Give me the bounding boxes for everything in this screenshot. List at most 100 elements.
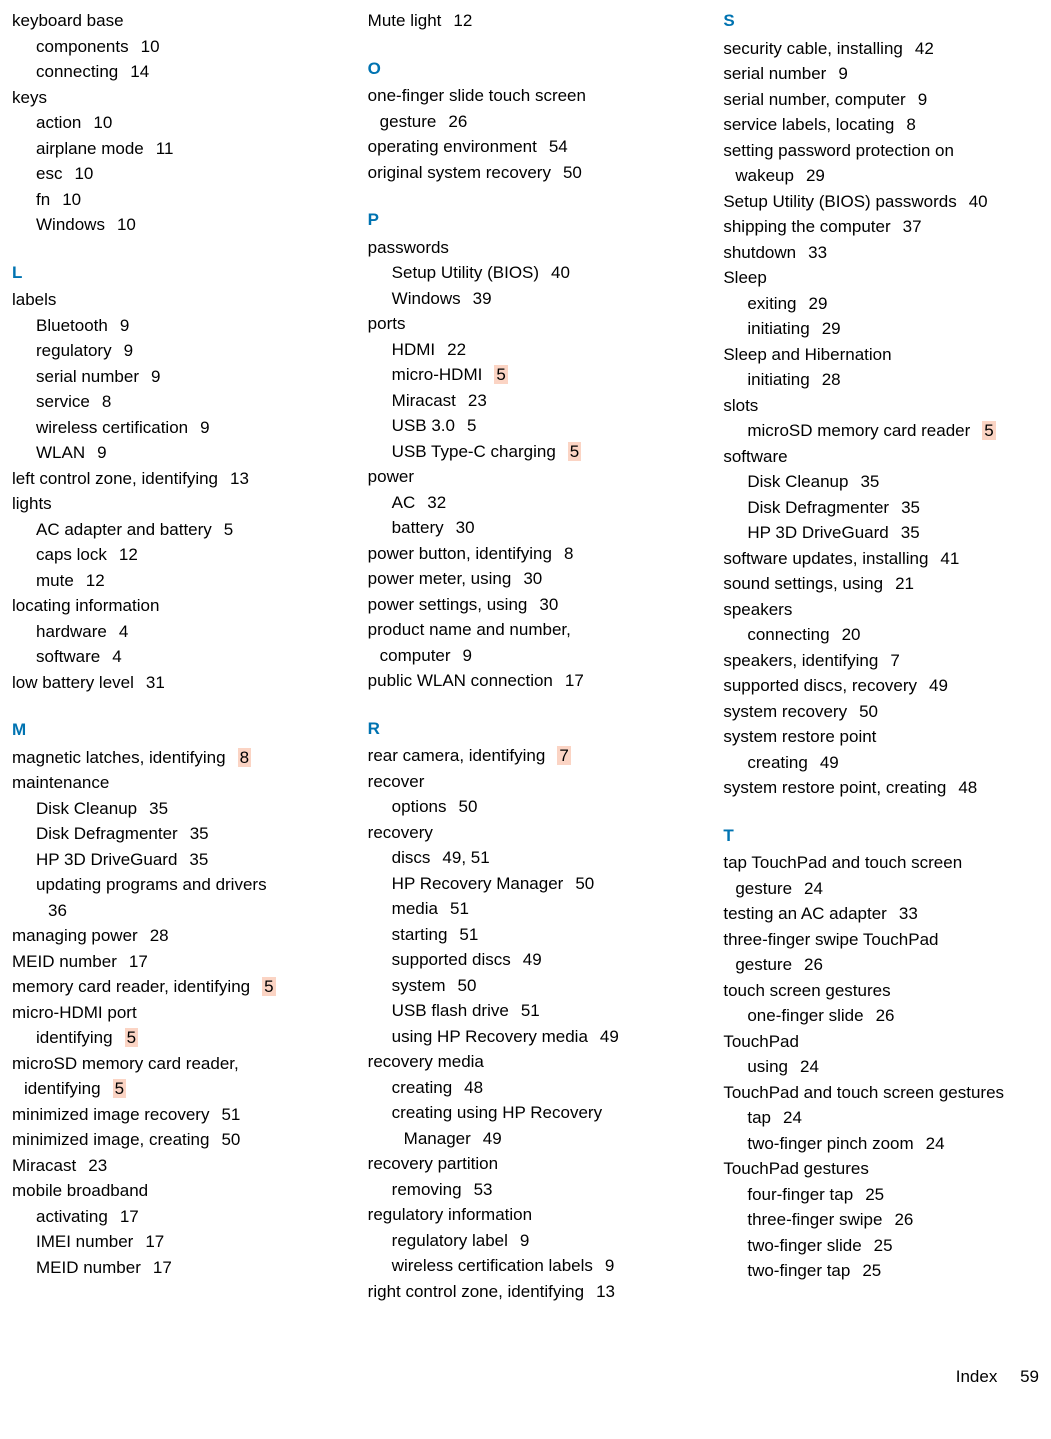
index-entry: supported discs, recovery49 (723, 673, 1039, 699)
index-entry: Disk Cleanup35 (12, 796, 328, 822)
entry-text: setting password protection on (723, 141, 954, 160)
entry-text: identifying (36, 1028, 113, 1047)
entry-page: 29 (808, 294, 827, 313)
index-entry: creating49 (723, 750, 1039, 776)
entry-page: 17 (145, 1232, 164, 1251)
entry-text: public WLAN connection (368, 671, 553, 690)
index-column-3: Ssecurity cable, installing42serial numb… (723, 8, 1039, 1304)
index-entry: serial number9 (12, 364, 328, 390)
index-entry: esc10 (12, 161, 328, 187)
entry-text: Disk Cleanup (36, 799, 137, 818)
index-entry: TouchPad and touch screen gestures (723, 1080, 1039, 1106)
entry-text: TouchPad and touch screen gestures (723, 1083, 1004, 1102)
entry-text: two-finger slide (747, 1236, 861, 1255)
entry-text: labels (12, 290, 56, 309)
index-entry: system restore point (723, 724, 1039, 750)
entry-text: Disk Defragmenter (747, 498, 889, 517)
entry-page: 28 (150, 926, 169, 945)
entry-page: 9 (151, 367, 160, 386)
entry-page: 9 (97, 443, 106, 462)
entry-page: 9 (918, 90, 927, 109)
index-entry: AC32 (368, 490, 684, 516)
entry-text: original system recovery (368, 163, 551, 182)
entry-text: Setup Utility (BIOS) passwords (723, 192, 956, 211)
index-entry: serial number, computer9 (723, 87, 1039, 113)
entry-page: 35 (860, 472, 879, 491)
entry-page: 5 (125, 1028, 138, 1047)
entry-page: 20 (842, 625, 861, 644)
index-entry: activating17 (12, 1204, 328, 1230)
entry-page: 9 (838, 64, 847, 83)
index-entry: system50 (368, 973, 684, 999)
index-entry: touch screen gestures (723, 978, 1039, 1004)
entry-text: four-finger tap (747, 1185, 853, 1204)
entry-text: TouchPad (723, 1032, 799, 1051)
index-entry: micro-HDMI5 (368, 362, 684, 388)
entry-text: HP 3D DriveGuard (36, 850, 177, 869)
index-entry: identifying 5 (12, 1025, 328, 1051)
entry-text: recovery (368, 823, 433, 842)
entry-page: 48 (958, 778, 977, 797)
index-entry: memory card reader, identifying5 (12, 974, 328, 1000)
footer-page: 59 (1020, 1367, 1039, 1386)
entry-text: Sleep (723, 268, 766, 287)
entry-text: initiating (747, 370, 809, 389)
index-entry: right control zone, identifying13 (368, 1279, 684, 1305)
entry-page: 50 (563, 163, 582, 182)
entry-page: 49 (483, 1129, 502, 1148)
index-entry: identifying5 (12, 1076, 328, 1102)
entry-text: right control zone, identifying (368, 1282, 584, 1301)
entry-text: locating information (12, 596, 159, 615)
entry-text: low battery level (12, 673, 134, 692)
entry-page: 50 (458, 976, 477, 995)
entry-text: using (747, 1057, 788, 1076)
index-entry: magnetic latches, identifying8 (12, 745, 328, 771)
entry-text: passwords (368, 238, 449, 257)
index-entry: left control zone, identifying13 (12, 466, 328, 492)
entry-text: software updates, installing (723, 549, 928, 568)
entry-page: 11 (156, 139, 174, 158)
entry-page: 7 (890, 651, 899, 670)
entry-page: 17 (120, 1207, 139, 1226)
entry-page: 17 (153, 1258, 172, 1277)
entry-text: shipping the computer (723, 217, 890, 236)
entry-text: creating (747, 753, 807, 772)
entry-page: 12 (453, 11, 472, 30)
index-entry: ports (368, 311, 684, 337)
entry-text: esc (36, 164, 62, 183)
index-entry: using24 (723, 1054, 1039, 1080)
index-entry: wakeup29 (723, 163, 1039, 189)
index-entry: regulatory label9 (368, 1228, 684, 1254)
index-entry: Windows10 (12, 212, 328, 238)
index-entry: slots (723, 393, 1039, 419)
entry-page: 42 (915, 39, 934, 58)
entry-text: left control zone, identifying (12, 469, 218, 488)
entry-text: service (36, 392, 90, 411)
index-entry: power button, identifying8 (368, 541, 684, 567)
index-entry: updating programs and drivers (12, 872, 328, 898)
entry-text: rear camera, identifying (368, 746, 546, 765)
entry-text: removing (392, 1180, 462, 1199)
entry-page: 4 (119, 622, 128, 641)
entry-text: connecting (36, 62, 118, 81)
entry-text: system restore point (723, 727, 876, 746)
entry-page: 9 (200, 418, 209, 437)
entry-page: 25 (874, 1236, 893, 1255)
entry-page: 33 (899, 904, 918, 923)
entry-page: 35 (901, 523, 920, 542)
entry-text: gesture (380, 112, 437, 131)
index-entry: components10 (12, 34, 328, 60)
index-entry: maintenance (12, 770, 328, 796)
section-letter: O (368, 56, 684, 82)
entry-text: recover (368, 772, 425, 791)
entry-text: three-finger swipe TouchPad (723, 930, 938, 949)
entry-text: serial number (723, 64, 826, 83)
index-entry: tap TouchPad and touch screen (723, 850, 1039, 876)
entry-text: micro-HDMI (392, 365, 483, 384)
entry-page: 10 (62, 190, 81, 209)
index-entry: micro-HDMI port (12, 1000, 328, 1026)
entry-text: minimized image, creating (12, 1130, 209, 1149)
entry-page: 49 (523, 950, 542, 969)
entry-page: 50 (575, 874, 594, 893)
entry-text: supported discs (392, 950, 511, 969)
